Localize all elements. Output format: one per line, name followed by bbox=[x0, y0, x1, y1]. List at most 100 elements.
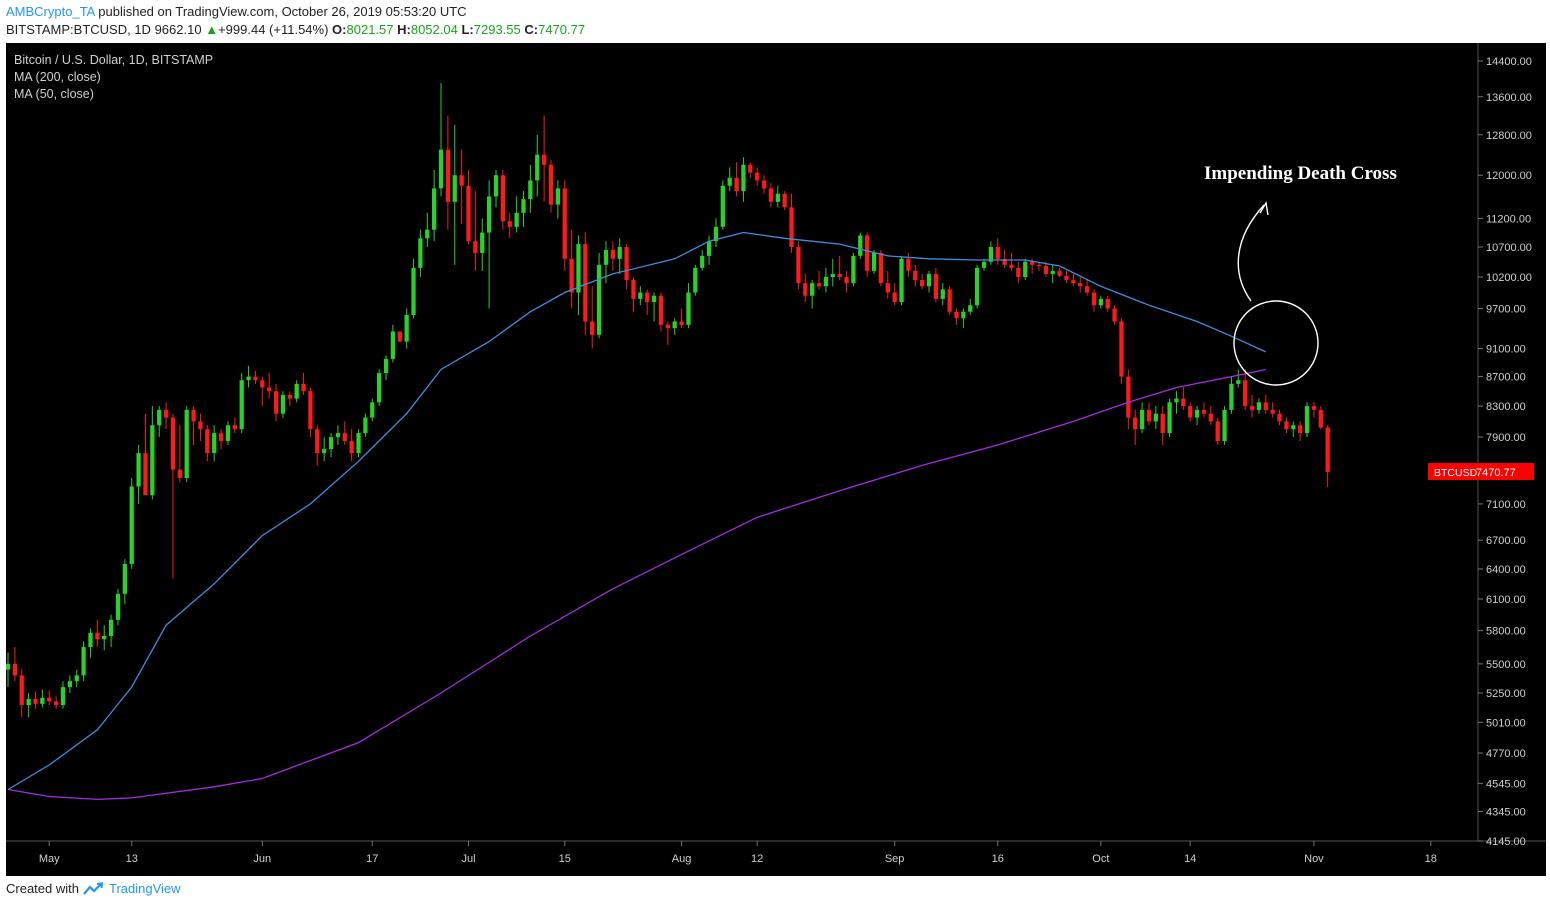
candle-body bbox=[665, 324, 670, 329]
candle-body bbox=[713, 226, 719, 242]
price-chart[interactable]: Bitcoin / U.S. Dollar, 1D, BITSTAMP MA (… bbox=[6, 43, 1546, 876]
candle-body bbox=[603, 249, 609, 265]
candle bbox=[1091, 289, 1097, 312]
open-label: O: bbox=[332, 22, 347, 37]
candle bbox=[913, 264, 918, 287]
price-axis[interactable]: 14400.00 13600.00 12800.00 12000.00 11200.00… bbox=[1478, 56, 1532, 848]
candle bbox=[1263, 394, 1268, 414]
time-tick-label: 16 bbox=[992, 853, 1004, 865]
candle bbox=[686, 283, 691, 329]
candle bbox=[136, 445, 141, 504]
candle-body bbox=[810, 283, 815, 296]
candle-body bbox=[418, 238, 423, 268]
candle-body bbox=[129, 486, 134, 565]
candle-body bbox=[486, 196, 492, 233]
candle-body bbox=[377, 373, 382, 403]
candle-body bbox=[1002, 258, 1007, 265]
footer: Created with TradingView bbox=[6, 881, 181, 896]
candle bbox=[651, 292, 657, 322]
candle-body bbox=[108, 619, 114, 636]
candle-body bbox=[1071, 280, 1076, 284]
candle-body bbox=[184, 409, 189, 478]
candle-body bbox=[198, 421, 203, 430]
candle-body bbox=[521, 199, 526, 213]
candle-body bbox=[163, 409, 169, 418]
candle-body bbox=[583, 244, 588, 322]
candle bbox=[658, 292, 664, 332]
candle bbox=[631, 276, 636, 312]
symbol-label: BITSTAMP:BTCUSD, 1D bbox=[6, 22, 151, 37]
price-tick-label: 5250.00 bbox=[1486, 688, 1526, 700]
candle-body bbox=[748, 164, 753, 173]
candle-body bbox=[473, 241, 478, 253]
candle-body bbox=[322, 449, 327, 454]
candle-body bbox=[541, 154, 547, 165]
time-axis[interactable]: May 13 Jun 17 Jul 15 Aug 12 Sep 16 Oct 14 Nov 18 bbox=[39, 841, 1437, 865]
price-tick-label: 7900.00 bbox=[1486, 432, 1526, 444]
candle-body bbox=[968, 305, 973, 312]
candle bbox=[322, 437, 327, 462]
candle-body bbox=[53, 701, 59, 706]
candle bbox=[720, 180, 725, 230]
candle bbox=[1071, 273, 1076, 287]
candle bbox=[1277, 409, 1282, 426]
candle-body bbox=[1126, 376, 1131, 418]
candle bbox=[108, 614, 114, 647]
annotation-text: Impending Death Cross bbox=[1204, 163, 1397, 184]
annotation-circle bbox=[1233, 300, 1319, 386]
candle-body bbox=[1023, 261, 1028, 277]
publish-info: AMBCrypto_TA published on TradingView.co… bbox=[6, 4, 467, 19]
candle bbox=[246, 365, 251, 388]
candle bbox=[287, 391, 292, 407]
candle-body bbox=[507, 221, 512, 227]
price-tick-label: 5500.00 bbox=[1486, 659, 1526, 671]
candle-body bbox=[1243, 380, 1248, 407]
candle bbox=[1160, 406, 1165, 446]
candle-body bbox=[459, 175, 464, 186]
candle bbox=[418, 229, 423, 277]
candle bbox=[12, 646, 18, 682]
candle-body bbox=[273, 391, 279, 414]
candle bbox=[74, 669, 79, 688]
time-tick-label: Aug bbox=[672, 853, 692, 865]
candle bbox=[865, 232, 870, 277]
price-tick-label: 10700.00 bbox=[1486, 242, 1532, 254]
candle bbox=[1243, 369, 1248, 410]
candle-body bbox=[961, 311, 966, 319]
ma200-line bbox=[7, 368, 1266, 801]
candle-body bbox=[1194, 409, 1200, 418]
price-tick-label: 8700.00 bbox=[1486, 372, 1526, 384]
candle-body bbox=[26, 698, 31, 706]
candle bbox=[1084, 280, 1090, 296]
time-tick-label: 13 bbox=[126, 853, 138, 865]
chart-background bbox=[6, 43, 1546, 876]
time-tick-label: Oct bbox=[1092, 853, 1109, 865]
candle bbox=[1153, 406, 1158, 430]
price-tick-label: 7100.00 bbox=[1486, 499, 1526, 511]
candle-body bbox=[1112, 308, 1117, 322]
candle bbox=[1009, 252, 1014, 271]
candle-body bbox=[1174, 398, 1179, 403]
candle bbox=[1036, 261, 1042, 271]
candle bbox=[1304, 402, 1310, 438]
candle-body bbox=[1160, 413, 1165, 434]
candle bbox=[500, 169, 506, 230]
candle-body bbox=[981, 261, 987, 268]
tradingview-logo-icon bbox=[83, 881, 104, 895]
candle bbox=[1236, 369, 1241, 388]
price-tick-label: 4545.00 bbox=[1486, 778, 1526, 790]
candle bbox=[315, 425, 320, 466]
candle-body bbox=[755, 172, 760, 181]
candle-body bbox=[287, 394, 292, 399]
candle bbox=[1098, 295, 1103, 309]
tradingview-link[interactable]: TradingView bbox=[108, 881, 181, 896]
candle bbox=[576, 235, 581, 315]
time-tick-label: May bbox=[39, 853, 60, 865]
author-link[interactable]: AMBCrypto_TA bbox=[6, 4, 95, 19]
candle-body bbox=[493, 175, 499, 197]
candle-body bbox=[1036, 264, 1042, 267]
candle-body bbox=[466, 185, 471, 242]
candle-body bbox=[67, 681, 72, 688]
candle-body bbox=[1146, 409, 1152, 422]
candle-body bbox=[899, 258, 904, 303]
